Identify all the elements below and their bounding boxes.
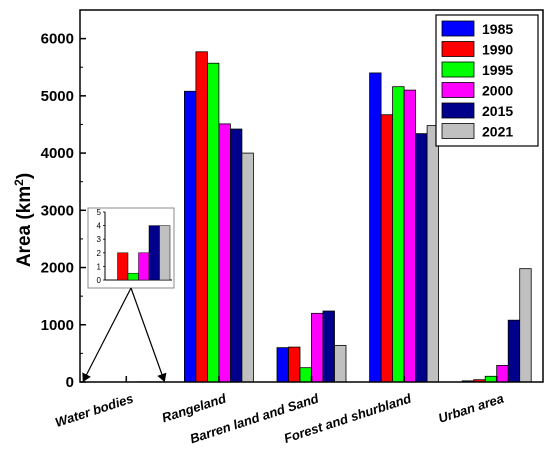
legend-swatch-2000 bbox=[441, 82, 475, 98]
bars bbox=[102, 51, 532, 383]
bar-1995-2 bbox=[299, 367, 312, 383]
bar-2000-2 bbox=[311, 312, 324, 383]
inset-bar-2000 bbox=[138, 252, 150, 281]
x-tick-label: Water bodies bbox=[53, 391, 135, 430]
y-tick-label: 3000 bbox=[41, 202, 74, 219]
y-tick-label: 5000 bbox=[41, 88, 74, 105]
y-axis-label: Area (km2) bbox=[12, 173, 35, 267]
y-tick-label: 2000 bbox=[41, 260, 74, 277]
inset-bar-1995 bbox=[127, 272, 139, 281]
y-tick-label: 6000 bbox=[41, 31, 74, 48]
bar-2000-4 bbox=[496, 364, 509, 383]
bar-1985-3 bbox=[369, 72, 382, 383]
x-tick-label: Urban area bbox=[436, 391, 505, 426]
inset-y-tick-label: 2 bbox=[97, 249, 102, 258]
y-tick-label: 1000 bbox=[41, 317, 74, 334]
bar-2015-4 bbox=[507, 319, 521, 383]
legend-swatch-1985 bbox=[441, 20, 475, 37]
inset-bar-2021 bbox=[159, 225, 171, 281]
inset-y-tick-label: 4 bbox=[97, 222, 102, 231]
bar-2021-1 bbox=[241, 152, 254, 383]
inset-pointer-right bbox=[130, 287, 167, 383]
legend-label-2015: 2015 bbox=[482, 103, 513, 119]
inset-bar-1990 bbox=[117, 252, 129, 281]
bar-2015-1 bbox=[229, 128, 243, 383]
bar-1985-1 bbox=[183, 90, 197, 383]
legend-label-1990: 1990 bbox=[482, 42, 513, 58]
inset-pointer-left bbox=[82, 287, 132, 383]
bar-1985-2 bbox=[276, 347, 289, 383]
inset-y-tick-label: 5 bbox=[97, 208, 102, 217]
inset: 0 1 2 3 4 5 bbox=[82, 207, 175, 383]
bar-1990-3 bbox=[380, 114, 394, 383]
y-tick-label: 0 bbox=[66, 374, 74, 391]
bar-2021-4 bbox=[519, 268, 532, 383]
inset-y-tick-label: 3 bbox=[97, 235, 102, 244]
y-tick-label: 4000 bbox=[41, 145, 74, 162]
legend-swatch-2015 bbox=[441, 102, 475, 119]
legend-swatch-1990 bbox=[441, 41, 475, 57]
bar-1995-4 bbox=[484, 375, 498, 383]
inset-y-tick-label: 1 bbox=[97, 262, 102, 271]
inset-bar-2015 bbox=[148, 225, 160, 281]
legend: 1985 1990 1995 2000 2015 2021 bbox=[435, 14, 539, 147]
x-tick-label: Rangeland bbox=[160, 390, 229, 425]
bar-2000-1 bbox=[218, 123, 231, 383]
bar-2000-3 bbox=[403, 89, 417, 383]
bar-2015-2 bbox=[322, 310, 335, 383]
legend-label-1985: 1985 bbox=[482, 21, 513, 37]
legend-swatch-2021 bbox=[441, 123, 475, 139]
inset-y-tick-label: 0 bbox=[97, 276, 102, 285]
bar-2021-2 bbox=[334, 344, 347, 383]
bar-2021-3 bbox=[426, 125, 440, 383]
bar-1990-2 bbox=[288, 346, 301, 383]
bar-2015-3 bbox=[415, 133, 428, 383]
legend-label-2021: 2021 bbox=[482, 124, 513, 140]
bar-1995-3 bbox=[392, 86, 405, 383]
legend-label-1995: 1995 bbox=[482, 62, 513, 78]
legend-swatch-1995 bbox=[441, 61, 475, 78]
bar-1990-1 bbox=[195, 51, 208, 383]
legend-label-2000: 2000 bbox=[482, 83, 513, 99]
bar-1995-1 bbox=[206, 62, 220, 383]
